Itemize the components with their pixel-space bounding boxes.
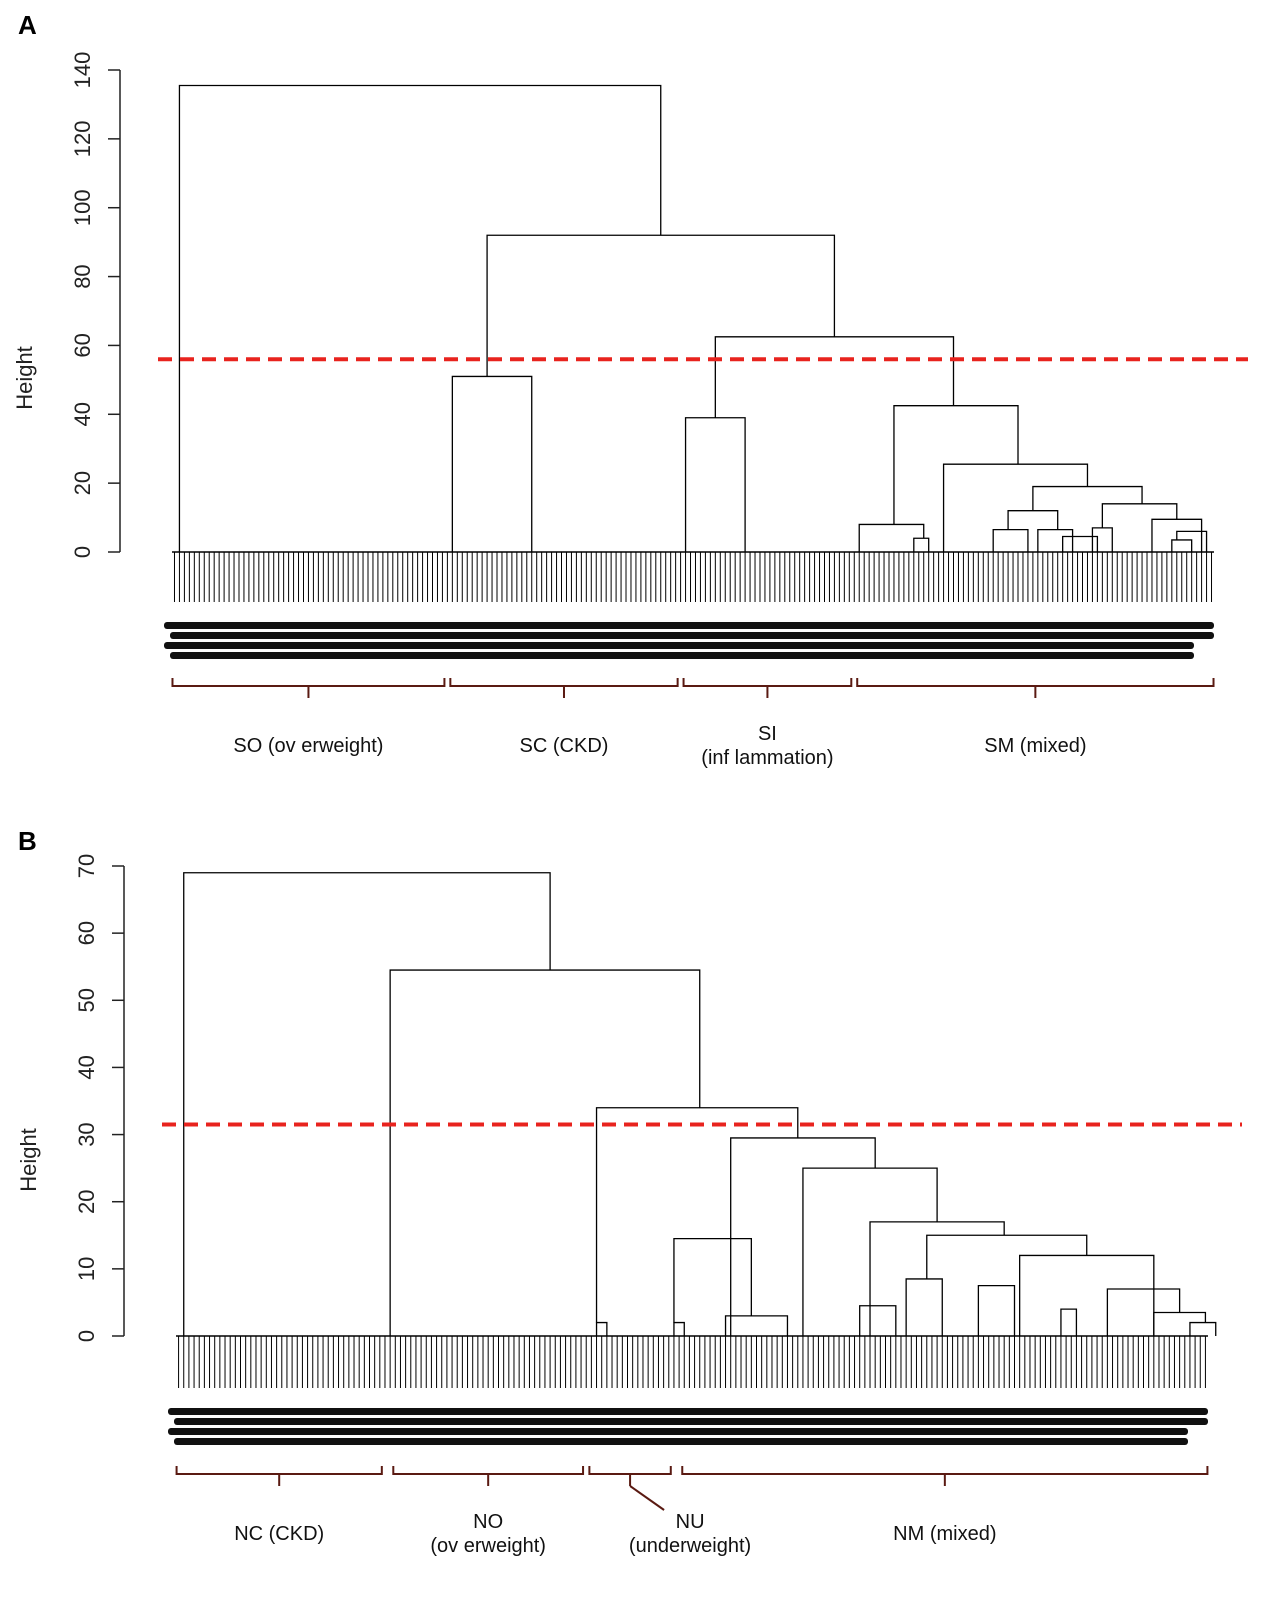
leaf-label-band	[174, 1418, 1208, 1425]
group-label: NO (ov erweight)	[430, 1511, 546, 1557]
merge-link	[730, 1137, 876, 1336]
panel-b-tree	[183, 872, 1217, 1336]
merge-link	[1189, 1321, 1217, 1336]
merge-link	[714, 336, 955, 418]
merge-link	[1037, 528, 1074, 552]
group-pointer	[629, 1485, 665, 1511]
y-tick-label: 50	[74, 988, 99, 1012]
merge-link	[673, 1321, 685, 1336]
merge-link	[869, 1221, 1005, 1336]
merge-link	[1101, 503, 1178, 528]
merge-link	[859, 1305, 897, 1336]
merge-link	[926, 1234, 1088, 1279]
group-label: NC (CKD)	[234, 1523, 324, 1545]
merge-link	[486, 234, 836, 377]
y-tick-label: 140	[70, 52, 95, 89]
merge-link	[992, 528, 1029, 552]
panel-a-leaves	[172, 551, 1214, 602]
merge-link	[858, 523, 925, 552]
merge-link	[905, 1278, 943, 1336]
merge-link	[183, 872, 551, 1336]
y-tick-label: 80	[70, 264, 95, 288]
group-bracket	[682, 678, 853, 698]
leaf-label-band	[168, 1428, 1188, 1435]
leaf-label-band	[164, 622, 1214, 629]
group-bracket	[171, 678, 446, 698]
y-tick-label: 20	[70, 471, 95, 495]
panel-a-group-brackets: SO (ov erweight) SC (CKD) SI (inf lammation…	[171, 678, 1215, 769]
group-bracket	[449, 678, 679, 698]
merge-link	[1062, 535, 1099, 552]
y-tick-label: 40	[70, 402, 95, 426]
group-label: NM (mixed)	[893, 1523, 996, 1545]
merge-link	[595, 1321, 608, 1336]
group-label: SI (inf lammation)	[701, 723, 833, 769]
panel-a-tree	[178, 84, 1208, 552]
group-label: SM (mixed)	[984, 735, 1086, 757]
merge-link	[1176, 530, 1208, 552]
merge-link	[178, 84, 662, 552]
panel-a-letter: A	[18, 10, 37, 40]
merge-link	[942, 463, 1089, 552]
leaf-label-band	[170, 632, 1214, 639]
merge-link	[1060, 1308, 1078, 1336]
merge-link	[893, 405, 1019, 525]
merge-link	[1032, 485, 1143, 511]
panel-b-leaves	[176, 1335, 1208, 1388]
group-bracket	[681, 1466, 1209, 1486]
panel-b-y-axis-title: Height	[16, 1128, 41, 1192]
merge-link	[673, 1237, 752, 1323]
panel-a-y-axis: 0 20 40 60 80 100 120 140	[70, 52, 121, 558]
y-tick-label: 0	[70, 546, 95, 558]
y-tick-label: 30	[74, 1122, 99, 1146]
panel-b: B Height 0 10 20 30 40 50 60 70 NC (CKD) NO (ov e…	[16, 826, 1242, 1557]
panel-a-leaf-labels	[164, 622, 1214, 659]
y-tick-label: 20	[74, 1189, 99, 1213]
group-bracket	[392, 1466, 585, 1486]
panel-a: A Height 0 20 40 60 80 100 120 140 SO (ov erwei…	[12, 10, 1248, 769]
leaf-label-band	[174, 1438, 1188, 1445]
y-tick-label: 100	[70, 189, 95, 226]
group-bracket	[856, 678, 1215, 698]
y-tick-label: 70	[74, 854, 99, 878]
leaf-label-band	[170, 652, 1194, 659]
merge-link	[684, 417, 746, 552]
merge-link	[1019, 1254, 1155, 1336]
group-bracket	[175, 1466, 383, 1486]
y-tick-label: 0	[74, 1330, 99, 1342]
y-tick-label: 10	[74, 1257, 99, 1281]
merge-link	[1153, 1311, 1207, 1336]
panel-a-y-axis-title: Height	[12, 346, 37, 410]
merge-link	[595, 1107, 799, 1323]
y-tick-label: 60	[74, 921, 99, 945]
leaf-label-band	[164, 642, 1194, 649]
group-label: NU (underweight)	[629, 1511, 751, 1557]
merge-link	[977, 1284, 1016, 1336]
merge-link	[389, 969, 701, 1336]
y-tick-label: 120	[70, 120, 95, 157]
panel-b-letter: B	[18, 826, 37, 856]
merge-link	[802, 1167, 938, 1336]
merge-link	[724, 1315, 789, 1336]
group-label: SO (ov erweight)	[233, 735, 383, 757]
group-label: SC (CKD)	[520, 735, 609, 757]
merge-link	[1091, 527, 1113, 552]
panel-b-leaf-labels	[168, 1408, 1208, 1445]
y-tick-label: 40	[74, 1055, 99, 1079]
panel-b-y-axis: 0 10 20 30 40 50 60 70	[74, 854, 125, 1342]
merge-link	[1151, 518, 1203, 552]
y-tick-label: 60	[70, 333, 95, 357]
merge-link	[1106, 1288, 1181, 1336]
group-bracket	[588, 1466, 672, 1486]
merge-link	[451, 375, 533, 552]
merge-link	[913, 537, 930, 552]
leaf-label-band	[168, 1408, 1208, 1415]
merge-link	[1171, 539, 1193, 552]
merge-link	[1007, 510, 1059, 530]
panel-b-group-brackets: NC (CKD) NO (ov erweight) NU (underweight) NM…	[175, 1466, 1209, 1557]
